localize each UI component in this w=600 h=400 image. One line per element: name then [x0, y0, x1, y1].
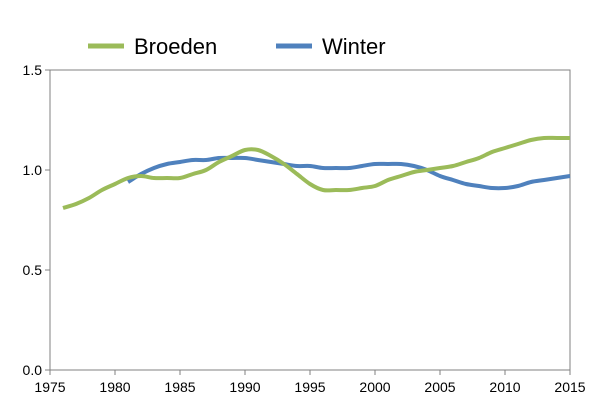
legend: Broeden Winter — [88, 34, 386, 59]
plot-area — [49, 69, 571, 371]
legend-label-winter: Winter — [322, 34, 386, 59]
y-tick-label: 1.5 — [23, 62, 43, 78]
y-tick-label: 0.5 — [23, 262, 43, 278]
y-axis: 0.0 0.5 1.0 1.5 — [23, 62, 50, 378]
x-tick-label: 1990 — [229, 379, 260, 395]
x-tick-label: 2000 — [359, 379, 390, 395]
x-tick-label: 1985 — [164, 379, 195, 395]
y-tick-label: 1.0 — [23, 162, 43, 178]
x-tick-label: 2005 — [424, 379, 455, 395]
x-tick-label: 1980 — [99, 379, 130, 395]
series-layer — [62, 135, 571, 210]
x-tick-label: 1975 — [34, 379, 65, 395]
y-tick-label: 0.0 — [23, 362, 43, 378]
legend-label-broeden: Broeden — [134, 34, 217, 59]
x-axis: 1975 1980 1985 1990 1995 2000 2005 2010 2015 — [34, 370, 586, 395]
x-tick-label: 1995 — [294, 379, 325, 395]
series-line-winter — [126, 155, 571, 191]
x-tick-label: 2010 — [489, 379, 520, 395]
plot-frame — [49, 69, 571, 371]
x-tick-label: 2015 — [554, 379, 585, 395]
series-line-broeden — [62, 135, 570, 210]
